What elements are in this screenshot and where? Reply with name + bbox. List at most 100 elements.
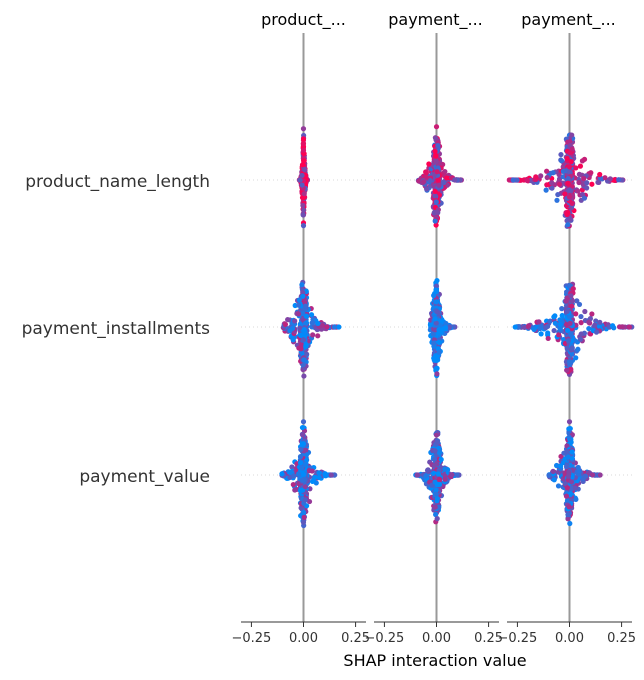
data-point: [454, 472, 460, 478]
data-point: [436, 182, 442, 188]
data-point: [296, 297, 302, 303]
data-point: [559, 306, 565, 312]
data-point: [426, 161, 432, 167]
data-point: [423, 473, 429, 479]
data-point: [297, 332, 304, 338]
data-point: [570, 286, 576, 292]
data-point: [566, 187, 573, 193]
data-point: [300, 289, 306, 296]
swarm-3-3: [546, 419, 603, 527]
data-point: [607, 176, 613, 182]
data-point: [304, 351, 310, 357]
data-point: [299, 162, 306, 168]
data-point: [558, 151, 564, 158]
column-title-3: payment_...: [521, 10, 616, 30]
data-point: [434, 482, 440, 488]
data-point: [331, 324, 338, 330]
x-tick-label: −0.25: [231, 631, 271, 646]
data-point: [581, 176, 587, 182]
data-point: [589, 311, 595, 317]
data-point: [302, 461, 309, 468]
data-point: [292, 487, 298, 493]
data-point: [586, 319, 592, 325]
column-titles: product_... payment_... payment_...: [261, 10, 616, 30]
data-point: [436, 349, 442, 355]
data-point: [308, 312, 315, 318]
data-point: [566, 469, 572, 476]
data-point: [300, 419, 307, 425]
data-point: [566, 419, 573, 425]
data-point: [300, 310, 306, 317]
data-point: [279, 471, 285, 477]
x-tick-label: 0.00: [289, 631, 318, 646]
data-point: [566, 504, 572, 510]
data-point: [300, 471, 307, 477]
data-point: [301, 357, 307, 363]
data-point: [302, 484, 308, 490]
data-point: [433, 124, 440, 130]
data-point: [538, 331, 544, 337]
data-point: [435, 177, 441, 183]
data-point: [452, 177, 458, 183]
data-point: [432, 148, 438, 155]
data-point: [566, 194, 573, 200]
data-point: [432, 316, 438, 322]
data-point: [602, 175, 608, 181]
data-point: [299, 282, 305, 288]
data-point: [553, 462, 560, 469]
data-point: [301, 326, 307, 333]
data-point: [440, 180, 447, 186]
data-point: [431, 292, 437, 299]
data-point: [578, 320, 584, 326]
data-point: [300, 126, 307, 132]
data-point: [563, 298, 569, 304]
data-point: [573, 496, 579, 502]
data-point: [567, 150, 573, 156]
data-point: [434, 516, 440, 522]
data-point: [434, 209, 440, 215]
data-point: [429, 482, 435, 488]
x-tick-label: −0.25: [497, 631, 537, 646]
data-point: [543, 187, 549, 193]
data-point: [282, 321, 289, 328]
x-tick-label: 0.25: [474, 631, 503, 646]
data-point: [592, 322, 598, 328]
feature-label-1: product_name_length: [25, 172, 210, 192]
data-point: [575, 188, 581, 194]
data-point: [433, 432, 440, 438]
data-point: [298, 505, 304, 511]
data-point: [433, 299, 439, 305]
data-point: [324, 324, 330, 330]
data-point: [309, 478, 316, 485]
data-point: [432, 504, 438, 510]
data-point: [438, 456, 444, 463]
data-point: [573, 311, 579, 317]
data-point: [576, 301, 583, 308]
data-point: [573, 355, 579, 361]
data-point: [300, 136, 307, 142]
data-point: [315, 320, 321, 327]
data-point: [567, 359, 573, 365]
data-point: [546, 472, 552, 478]
data-point: [433, 511, 439, 518]
data-point: [577, 163, 584, 169]
data-point: [432, 193, 438, 199]
data-point: [593, 329, 600, 335]
data-point: [299, 465, 305, 471]
data-point: [435, 309, 441, 315]
data-point: [310, 332, 316, 338]
data-point: [431, 456, 438, 462]
data-point: [414, 472, 420, 478]
data-point: [569, 132, 575, 138]
data-point: [300, 147, 307, 153]
data-point: [512, 324, 518, 330]
data-point: [299, 172, 305, 179]
data-point: [434, 439, 440, 446]
data-point: [446, 325, 453, 331]
data-point: [432, 188, 438, 195]
data-point: [443, 320, 449, 327]
swarm-2-3: [413, 429, 462, 525]
data-point: [436, 476, 443, 482]
x-axis-label: SHAP interaction value: [343, 651, 526, 670]
data-point: [300, 432, 306, 438]
